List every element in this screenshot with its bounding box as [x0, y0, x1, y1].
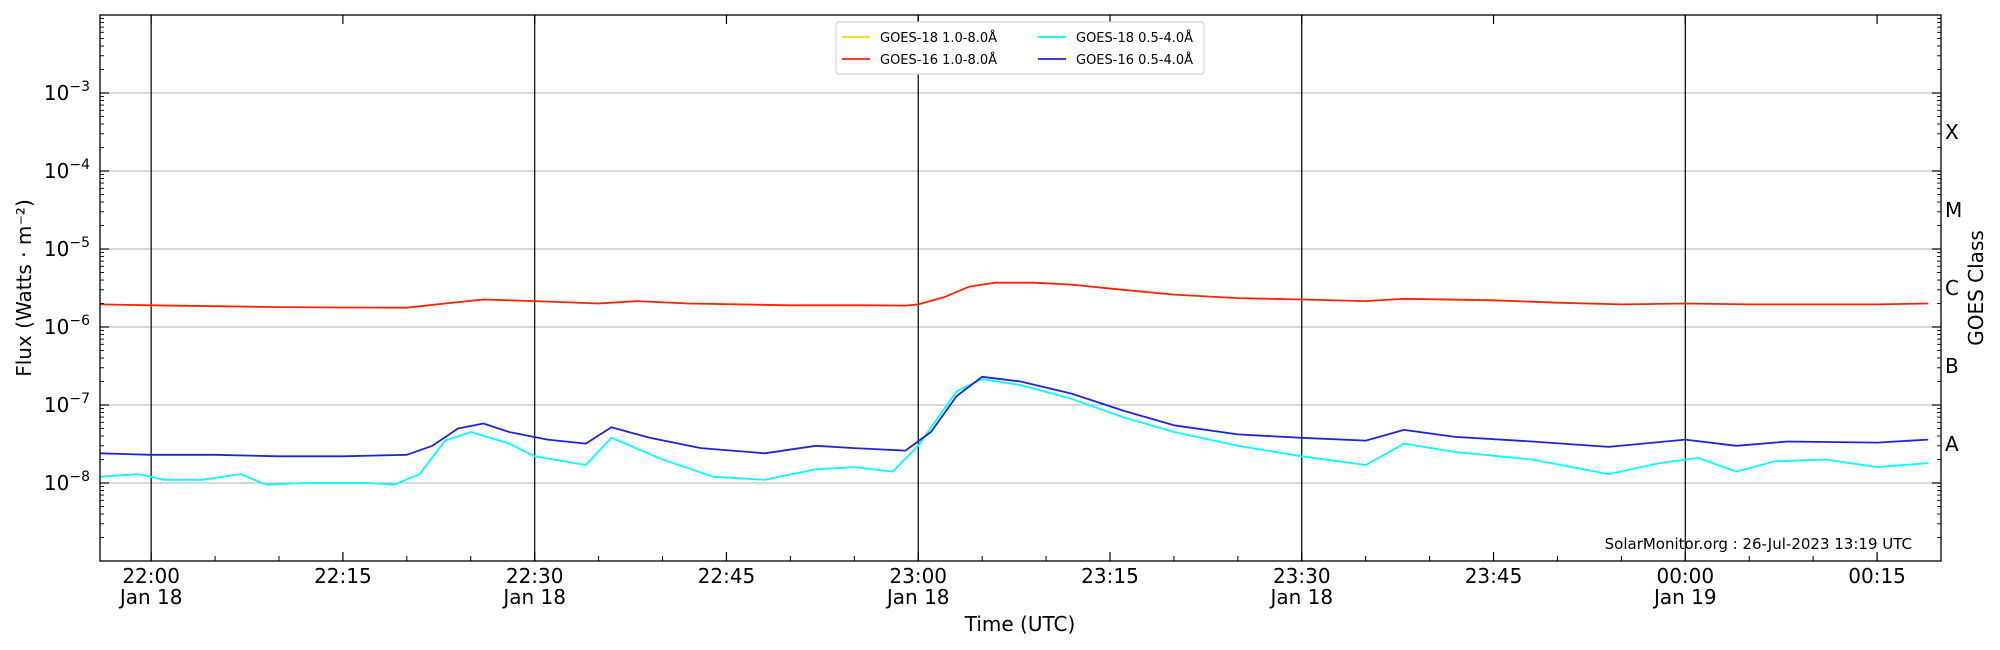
y-axis-ticks: 10−8 10−7 10−6 10−5 10−4 10−3 [44, 18, 1941, 538]
y-tick-label: 10−7 [44, 391, 90, 417]
y-tick-label: 10−5 [44, 235, 90, 261]
x-tick-label: 22:30 [506, 564, 564, 588]
goes-class-label: C [1945, 276, 1959, 300]
x-tick-label: 22:45 [698, 564, 756, 588]
x-tick-label: 00:15 [1848, 564, 1906, 588]
goes-class-label: X [1945, 120, 1959, 144]
day-marker-lines [150, 15, 1686, 561]
plot-frame [99, 14, 1942, 562]
goes-class-labels: A B C M X [1945, 120, 1962, 456]
x-tick-date-label: Jan 18 [501, 585, 566, 609]
x-tick-label: 22:00 [122, 564, 180, 588]
x-axis-label: Time (UTC) [964, 612, 1076, 636]
y-tick-label: 10−4 [44, 157, 90, 183]
flux-series [99, 281, 1929, 486]
x-tick-date-label: Jan 19 [1652, 585, 1717, 609]
right-axis-label: GOES Class [1964, 230, 1988, 346]
series-line [99, 375, 1929, 458]
x-tick-label: 23:00 [889, 564, 947, 588]
legend: GOES-18 1.0-8.0Å GOES-16 1.0-8.0Å GOES-18 … [835, 21, 1205, 75]
x-tick-label: 23:15 [1081, 564, 1139, 588]
y-tick-label: 10−6 [44, 313, 90, 339]
y-tick-label: 10−8 [44, 469, 90, 495]
goes-class-label: A [1945, 432, 1959, 456]
y-axis-label: Flux (Watts · m⁻²) [12, 199, 36, 377]
grid-lines [100, 92, 1941, 484]
x-tick-label: 23:30 [1273, 564, 1331, 588]
legend-label: GOES-18 1.0-8.0Å [880, 30, 997, 46]
goes-class-label: M [1945, 198, 1962, 222]
x-tick-date-label: Jan 18 [118, 585, 183, 609]
legend-label: GOES-16 0.5-4.0Å [1076, 52, 1193, 68]
x-tick-label: 00:00 [1656, 564, 1714, 588]
legend-label: GOES-16 1.0-8.0Å [880, 52, 997, 68]
y-tick-label: 10−3 [44, 79, 90, 105]
x-tick-date-label: Jan 18 [885, 585, 950, 609]
legend-label: GOES-18 0.5-4.0Å [1076, 30, 1193, 46]
x-tick-label: 22:15 [314, 564, 372, 588]
legend-box [835, 21, 1205, 75]
credit-text: SolarMonitor.org : 26-Jul-2023 13:19 UTC [1605, 535, 1912, 553]
x-tick-label: 23:45 [1465, 564, 1523, 588]
series-line [99, 281, 1929, 309]
goes-class-label: B [1945, 354, 1959, 378]
x-tick-date-label: Jan 18 [1268, 585, 1333, 609]
series-line [99, 378, 1929, 486]
